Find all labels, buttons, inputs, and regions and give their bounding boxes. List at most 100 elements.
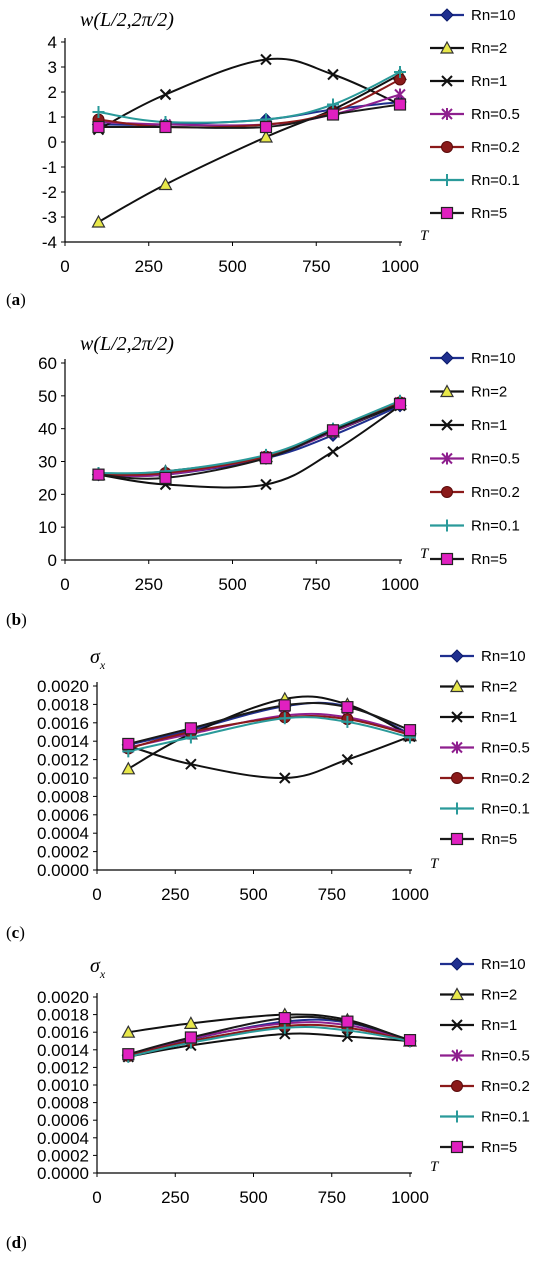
legend-marker <box>440 206 454 220</box>
data-point <box>394 66 406 78</box>
legend-label: Rn=2 <box>481 679 517 696</box>
data-point <box>279 772 291 784</box>
data-point <box>278 1012 291 1025</box>
legend-label: Rn=1 <box>481 1017 517 1034</box>
y-tick-label: 0.0000 <box>37 1164 89 1183</box>
data-point <box>92 106 105 118</box>
series-Rn-5 <box>92 397 407 485</box>
y-tick-label: 0.0010 <box>37 1076 89 1095</box>
y-tick-label: 50 <box>38 387 57 406</box>
y-tick-label: 0.0002 <box>37 1146 89 1165</box>
legend-item: Rn=0.2 <box>430 139 520 156</box>
legend-marker <box>450 1140 464 1154</box>
legend-item: Rn=0.5 <box>440 740 530 757</box>
legend-label: Rn=5 <box>471 205 507 222</box>
x-tick-label: 250 <box>135 257 163 276</box>
legend-label: Rn=5 <box>481 831 517 848</box>
data-point <box>91 214 106 228</box>
legend-label: Rn=10 <box>471 350 516 367</box>
data-point <box>326 108 340 121</box>
data-point <box>259 120 273 134</box>
x-tick-label: 250 <box>135 575 163 594</box>
x-tick-label: 0 <box>92 885 101 904</box>
chart-c: 0.00000.00020.00040.00060.00080.00100.00… <box>37 646 530 904</box>
x-axis-label: T <box>430 1159 440 1175</box>
legend-item: Rn=1 <box>430 417 507 434</box>
x-tick-label: 1000 <box>381 575 419 594</box>
panel-label-c: (c) <box>6 923 25 942</box>
data-point <box>393 397 407 411</box>
legend-marker <box>451 1049 463 1062</box>
legend-label: Rn=2 <box>471 384 507 401</box>
legend-item: Rn=0.5 <box>430 451 520 468</box>
legend-marker <box>440 8 454 22</box>
series-Rn-0_2 <box>92 396 406 481</box>
y-tick-label: 0.0016 <box>37 714 89 733</box>
legend-label: Rn=0.5 <box>481 740 530 757</box>
data-point <box>184 1031 197 1044</box>
data-point <box>260 53 272 66</box>
data-point <box>184 722 197 735</box>
y-tick-label: -2 <box>42 183 57 202</box>
legend-item: Rn=0.1 <box>430 518 520 535</box>
legend-label: Rn=0.1 <box>481 801 530 818</box>
legend-marker <box>449 679 465 693</box>
legend-label: Rn=2 <box>481 987 517 1004</box>
legend-label: Rn=0.5 <box>471 106 520 123</box>
legend-item: Rn=0.1 <box>440 1109 530 1126</box>
legend-item: Rn=5 <box>430 205 507 222</box>
data-point <box>341 701 354 714</box>
data-point <box>341 715 354 728</box>
y-tick-label: -4 <box>42 233 57 252</box>
legend-label: Rn=10 <box>471 7 516 24</box>
data-point <box>341 1015 354 1028</box>
panel-label-b: (b) <box>6 610 27 629</box>
legend-marker <box>441 486 453 498</box>
y-tick-label: 0.0006 <box>37 806 89 825</box>
x-tick-label: 750 <box>318 1188 346 1207</box>
x-tick-label: 750 <box>302 257 330 276</box>
data-point <box>159 471 172 485</box>
legend-marker <box>441 141 453 153</box>
y-tick-label: 0.0010 <box>37 769 89 788</box>
legend-item: Rn=0.5 <box>430 106 520 123</box>
y-tick-label: 0.0012 <box>37 1058 89 1077</box>
legend-item: Rn=5 <box>440 831 517 848</box>
legend-item: Rn=1 <box>440 709 517 726</box>
data-point <box>327 68 339 81</box>
series-Rn-5 <box>122 1012 417 1061</box>
series-line <box>98 403 401 476</box>
legend-label: Rn=0.1 <box>471 172 520 189</box>
legend-item: Rn=0.2 <box>440 1078 530 1095</box>
y-tick-label: 2 <box>48 83 57 102</box>
y-tick-label: 0.0014 <box>37 1041 89 1060</box>
legend-item: Rn=0.1 <box>430 172 520 189</box>
y-axis-label: σx <box>90 955 106 981</box>
x-tick-label: 500 <box>239 1188 267 1207</box>
y-tick-label: 1 <box>48 108 57 127</box>
y-tick-label: 10 <box>38 518 57 537</box>
series-line <box>98 404 401 477</box>
y-tick-label: 0 <box>48 551 57 570</box>
data-point <box>122 737 135 751</box>
legend-item: Rn=5 <box>430 551 507 568</box>
data-point <box>159 120 172 134</box>
x-tick-label: 1000 <box>381 257 419 276</box>
data-point <box>121 1024 136 1038</box>
y-tick-label: 0.0000 <box>37 861 89 880</box>
y-tick-label: 0.0020 <box>37 677 89 696</box>
legend-item: Rn=2 <box>430 384 507 401</box>
legend-marker <box>449 987 465 1001</box>
legend-item: Rn=2 <box>430 40 507 57</box>
legend-label: Rn=1 <box>471 73 507 90</box>
legend-label: Rn=2 <box>471 40 507 57</box>
legend-item: Rn=0.1 <box>440 801 530 818</box>
legend-marker <box>439 384 455 398</box>
x-tick-label: 500 <box>218 257 246 276</box>
legend-label: Rn=5 <box>471 551 507 568</box>
data-point <box>92 120 105 134</box>
x-tick-label: 750 <box>318 885 346 904</box>
y-tick-label: 0.0004 <box>37 1129 89 1148</box>
